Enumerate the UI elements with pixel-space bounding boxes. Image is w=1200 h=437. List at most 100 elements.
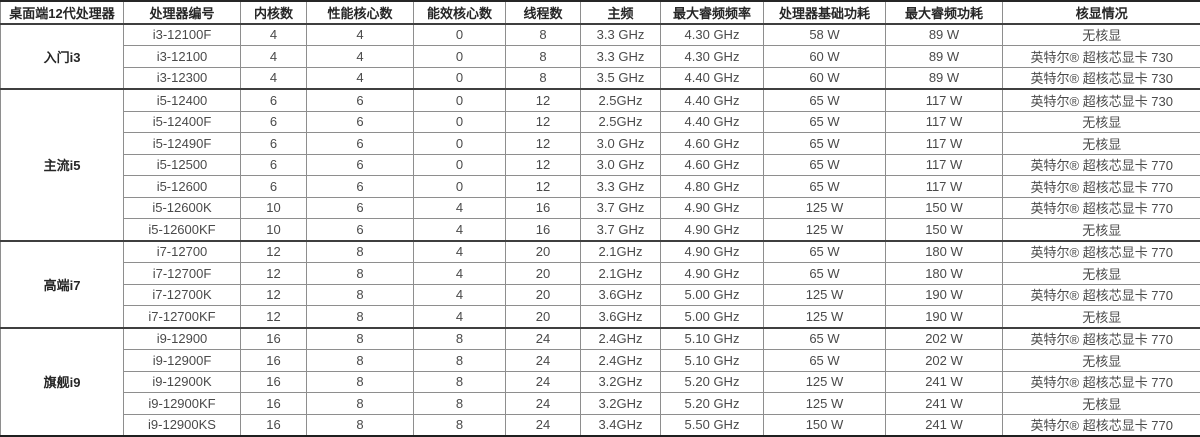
data-cell: 0	[414, 111, 506, 133]
processor-number-cell: i5-12600	[124, 176, 241, 198]
data-cell: 8	[307, 263, 414, 285]
data-cell: 180 W	[886, 263, 1003, 285]
data-cell: 4	[307, 67, 414, 89]
column-header-9: 最大睿频功耗	[886, 1, 1003, 24]
data-cell: 8	[307, 350, 414, 372]
data-cell: 4.30 GHz	[661, 24, 764, 46]
column-header-3: 性能核心数	[307, 1, 414, 24]
processor-number-cell: i5-12400F	[124, 111, 241, 133]
data-cell: 5.00 GHz	[661, 284, 764, 306]
data-cell: 英特尔® 超核芯显卡 730	[1003, 89, 1200, 111]
data-cell: 英特尔® 超核芯显卡 770	[1003, 197, 1200, 219]
data-cell: 4	[414, 263, 506, 285]
group-label: 主流i5	[1, 89, 124, 241]
data-cell: 3.6GHz	[581, 306, 661, 328]
data-cell: 6	[307, 154, 414, 176]
data-cell: 无核显	[1003, 263, 1200, 285]
data-cell: 英特尔® 超核芯显卡 730	[1003, 46, 1200, 68]
column-header-7: 最大睿频频率	[661, 1, 764, 24]
data-cell: 125 W	[764, 371, 886, 393]
data-cell: 125 W	[764, 219, 886, 241]
data-cell: 241 W	[886, 414, 1003, 436]
data-cell: 16	[506, 219, 581, 241]
data-cell: 65 W	[764, 89, 886, 111]
column-header-1: 处理器编号	[124, 1, 241, 24]
data-cell: 8	[414, 328, 506, 350]
column-header-5: 线程数	[506, 1, 581, 24]
data-cell: 8	[414, 371, 506, 393]
processor-number-cell: i9-12900K	[124, 371, 241, 393]
processor-number-cell: i5-12600KF	[124, 219, 241, 241]
data-cell: 4	[307, 46, 414, 68]
data-cell: 4.90 GHz	[661, 241, 764, 263]
data-cell: 5.10 GHz	[661, 350, 764, 372]
data-cell: 6	[307, 176, 414, 198]
data-cell: 0	[414, 67, 506, 89]
processor-number-cell: i5-12490F	[124, 133, 241, 155]
data-cell: 65 W	[764, 133, 886, 155]
data-cell: 10	[241, 219, 307, 241]
data-cell: 16	[241, 328, 307, 350]
processor-number-cell: i3-12300	[124, 67, 241, 89]
data-cell: 0	[414, 46, 506, 68]
data-cell: 0	[414, 24, 506, 46]
data-cell: 12	[506, 154, 581, 176]
data-cell: 8	[307, 241, 414, 263]
column-header-2: 内核数	[241, 1, 307, 24]
data-cell: 6	[307, 219, 414, 241]
data-cell: 3.3 GHz	[581, 176, 661, 198]
data-cell: 6	[307, 133, 414, 155]
data-cell: 89 W	[886, 67, 1003, 89]
data-cell: 58 W	[764, 24, 886, 46]
data-cell: 英特尔® 超核芯显卡 770	[1003, 284, 1200, 306]
data-cell: 2.5GHz	[581, 111, 661, 133]
data-cell: 8	[307, 328, 414, 350]
data-cell: 20	[506, 241, 581, 263]
data-cell: 65 W	[764, 176, 886, 198]
data-cell: 6	[307, 89, 414, 111]
processor-number-cell: i3-12100	[124, 46, 241, 68]
data-cell: 12	[506, 111, 581, 133]
data-cell: 24	[506, 371, 581, 393]
data-cell: 20	[506, 263, 581, 285]
data-cell: 3.0 GHz	[581, 133, 661, 155]
data-cell: 24	[506, 350, 581, 372]
data-cell: 4.80 GHz	[661, 176, 764, 198]
data-cell: 12	[506, 176, 581, 198]
data-cell: 8	[307, 414, 414, 436]
data-cell: 8	[414, 350, 506, 372]
data-cell: 5.00 GHz	[661, 306, 764, 328]
header-row: 桌面端12代处理器处理器编号内核数性能核心数能效核心数线程数主频最大睿频频率处理…	[1, 1, 1200, 24]
data-cell: 150 W	[886, 219, 1003, 241]
data-cell: 4.40 GHz	[661, 89, 764, 111]
column-header-0: 桌面端12代处理器	[1, 1, 124, 24]
data-cell: 65 W	[764, 263, 886, 285]
data-cell: 3.7 GHz	[581, 197, 661, 219]
data-cell: 150 W	[764, 414, 886, 436]
data-cell: 241 W	[886, 371, 1003, 393]
group-label: 入门i3	[1, 24, 124, 90]
data-cell: 125 W	[764, 284, 886, 306]
data-cell: 4.90 GHz	[661, 219, 764, 241]
data-cell: 202 W	[886, 328, 1003, 350]
data-cell: 16	[241, 350, 307, 372]
processor-number-cell: i7-12700	[124, 241, 241, 263]
data-cell: 8	[307, 284, 414, 306]
data-cell: 150 W	[886, 197, 1003, 219]
data-cell: 3.5 GHz	[581, 67, 661, 89]
data-cell: 4	[241, 46, 307, 68]
column-header-10: 核显情况	[1003, 1, 1200, 24]
data-cell: 65 W	[764, 241, 886, 263]
processor-number-cell: i9-12900F	[124, 350, 241, 372]
data-cell: 180 W	[886, 241, 1003, 263]
data-cell: 190 W	[886, 306, 1003, 328]
processor-number-cell: i3-12100F	[124, 24, 241, 46]
data-cell: 无核显	[1003, 133, 1200, 155]
data-cell: 4	[414, 284, 506, 306]
